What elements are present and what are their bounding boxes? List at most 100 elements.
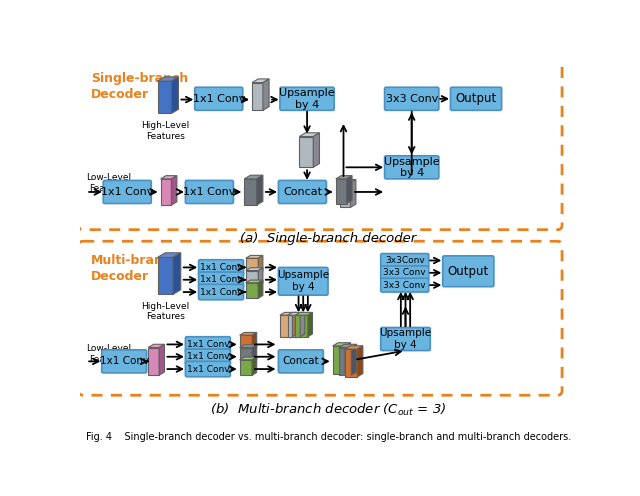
Polygon shape [239, 348, 252, 363]
FancyBboxPatch shape [381, 327, 430, 351]
Text: 1x1 Conv: 1x1 Conv [101, 187, 154, 197]
FancyBboxPatch shape [381, 278, 429, 292]
Text: Upsample
by 4: Upsample by 4 [279, 88, 335, 110]
Polygon shape [239, 357, 257, 360]
Polygon shape [172, 176, 177, 205]
FancyBboxPatch shape [198, 260, 244, 275]
Text: Low-Level
Features: Low-Level Features [86, 344, 131, 364]
Polygon shape [351, 180, 356, 207]
Text: 1x1 Conv: 1x1 Conv [200, 288, 243, 297]
Polygon shape [259, 280, 263, 298]
Text: Multi-branch
Decoder: Multi-branch Decoder [91, 253, 180, 283]
FancyBboxPatch shape [198, 284, 244, 300]
Text: 1x1 Conv: 1x1 Conv [187, 365, 229, 373]
FancyBboxPatch shape [186, 362, 230, 377]
Text: Concat: Concat [283, 187, 322, 197]
Text: Upsample
by 4: Upsample by 4 [277, 270, 329, 292]
FancyBboxPatch shape [278, 267, 328, 295]
FancyBboxPatch shape [186, 181, 234, 203]
Text: 1x1 Conv: 1x1 Conv [200, 263, 243, 272]
FancyBboxPatch shape [278, 181, 326, 203]
Polygon shape [292, 312, 297, 337]
Polygon shape [244, 179, 257, 205]
Polygon shape [300, 136, 313, 167]
Polygon shape [336, 179, 347, 203]
Polygon shape [161, 179, 172, 205]
Polygon shape [157, 253, 180, 257]
FancyBboxPatch shape [198, 272, 244, 288]
Text: 1x1 Conv: 1x1 Conv [187, 340, 229, 349]
Polygon shape [246, 258, 259, 274]
Polygon shape [339, 344, 356, 348]
Text: 3x3 Conv: 3x3 Conv [383, 281, 426, 290]
Polygon shape [336, 176, 352, 179]
Text: (b)  Multi-branch decoder ($C_{out}$ = 3): (b) Multi-branch decoder ($C_{out}$ = 3) [210, 401, 446, 418]
Text: Upsample
by 4: Upsample by 4 [384, 157, 440, 178]
Polygon shape [296, 315, 308, 337]
Polygon shape [246, 270, 259, 286]
Polygon shape [288, 315, 300, 337]
Polygon shape [252, 345, 257, 363]
Polygon shape [239, 345, 257, 348]
Polygon shape [333, 346, 345, 373]
Polygon shape [259, 255, 263, 274]
Text: 1x1 Conv: 1x1 Conv [100, 356, 148, 367]
Polygon shape [157, 81, 172, 114]
Text: Output: Output [447, 265, 489, 278]
Polygon shape [300, 133, 319, 136]
Polygon shape [246, 255, 263, 258]
FancyBboxPatch shape [381, 266, 429, 280]
Polygon shape [246, 268, 263, 270]
Polygon shape [313, 133, 319, 167]
Polygon shape [148, 348, 159, 375]
Polygon shape [252, 332, 257, 351]
Polygon shape [259, 268, 263, 286]
Polygon shape [252, 357, 257, 375]
Polygon shape [173, 253, 180, 294]
Text: Output: Output [456, 92, 497, 105]
Polygon shape [257, 175, 263, 205]
Polygon shape [340, 180, 356, 183]
Text: 3x3Conv: 3x3Conv [385, 256, 424, 265]
Text: 3x3 Conv: 3x3 Conv [383, 268, 426, 277]
Polygon shape [347, 176, 352, 203]
FancyBboxPatch shape [443, 256, 494, 287]
Polygon shape [288, 312, 305, 315]
FancyBboxPatch shape [103, 181, 151, 203]
Polygon shape [345, 346, 363, 349]
Polygon shape [339, 348, 351, 375]
Polygon shape [239, 360, 252, 375]
FancyBboxPatch shape [278, 350, 323, 373]
Polygon shape [300, 312, 305, 337]
Polygon shape [280, 315, 292, 337]
Text: High-Level
Features: High-Level Features [141, 121, 189, 140]
Text: Low-Level
Features: Low-Level Features [86, 174, 131, 193]
Polygon shape [157, 77, 179, 81]
Polygon shape [148, 344, 164, 348]
Text: Single-branch
Decoder: Single-branch Decoder [91, 72, 188, 101]
Polygon shape [351, 344, 356, 375]
FancyBboxPatch shape [381, 253, 429, 267]
Text: 1x1 Conv: 1x1 Conv [200, 275, 243, 284]
Polygon shape [263, 79, 269, 110]
Text: Fig. 4    Single-branch decoder vs. multi-branch decoder: single-branch and mult: Fig. 4 Single-branch decoder vs. multi-b… [86, 432, 572, 442]
Polygon shape [246, 280, 263, 283]
Polygon shape [308, 312, 312, 337]
FancyBboxPatch shape [385, 87, 439, 110]
FancyBboxPatch shape [451, 87, 502, 110]
Polygon shape [159, 344, 164, 375]
Text: 3x3 Conv: 3x3 Conv [385, 94, 438, 104]
Polygon shape [239, 335, 252, 351]
Text: (a)  Single-branch decoder: (a) Single-branch decoder [240, 232, 416, 245]
Polygon shape [252, 83, 263, 110]
Polygon shape [246, 283, 259, 298]
FancyBboxPatch shape [385, 156, 439, 179]
Polygon shape [161, 176, 177, 179]
Polygon shape [280, 312, 297, 315]
Text: Upsample
by 4: Upsample by 4 [380, 328, 431, 350]
Polygon shape [157, 257, 173, 294]
FancyBboxPatch shape [102, 350, 147, 373]
Text: Concat: Concat [283, 356, 319, 367]
Text: High-Level
Features: High-Level Features [141, 302, 189, 321]
FancyBboxPatch shape [186, 337, 230, 352]
